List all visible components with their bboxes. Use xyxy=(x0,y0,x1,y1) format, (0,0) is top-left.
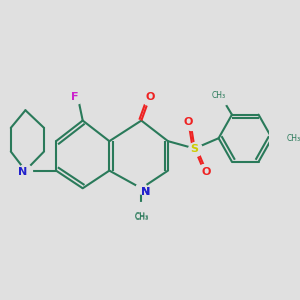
Text: S: S xyxy=(190,143,199,154)
Text: N: N xyxy=(18,167,27,177)
Text: O: O xyxy=(146,92,155,102)
Text: CH₃: CH₃ xyxy=(134,212,148,221)
Text: CH₃: CH₃ xyxy=(212,91,226,100)
Text: O: O xyxy=(183,117,193,127)
Text: N: N xyxy=(141,187,150,197)
Text: O: O xyxy=(202,167,211,177)
Text: F: F xyxy=(71,92,79,102)
Text: CH₃: CH₃ xyxy=(134,213,148,222)
Text: N: N xyxy=(141,187,150,197)
Text: CH₃: CH₃ xyxy=(286,134,300,143)
